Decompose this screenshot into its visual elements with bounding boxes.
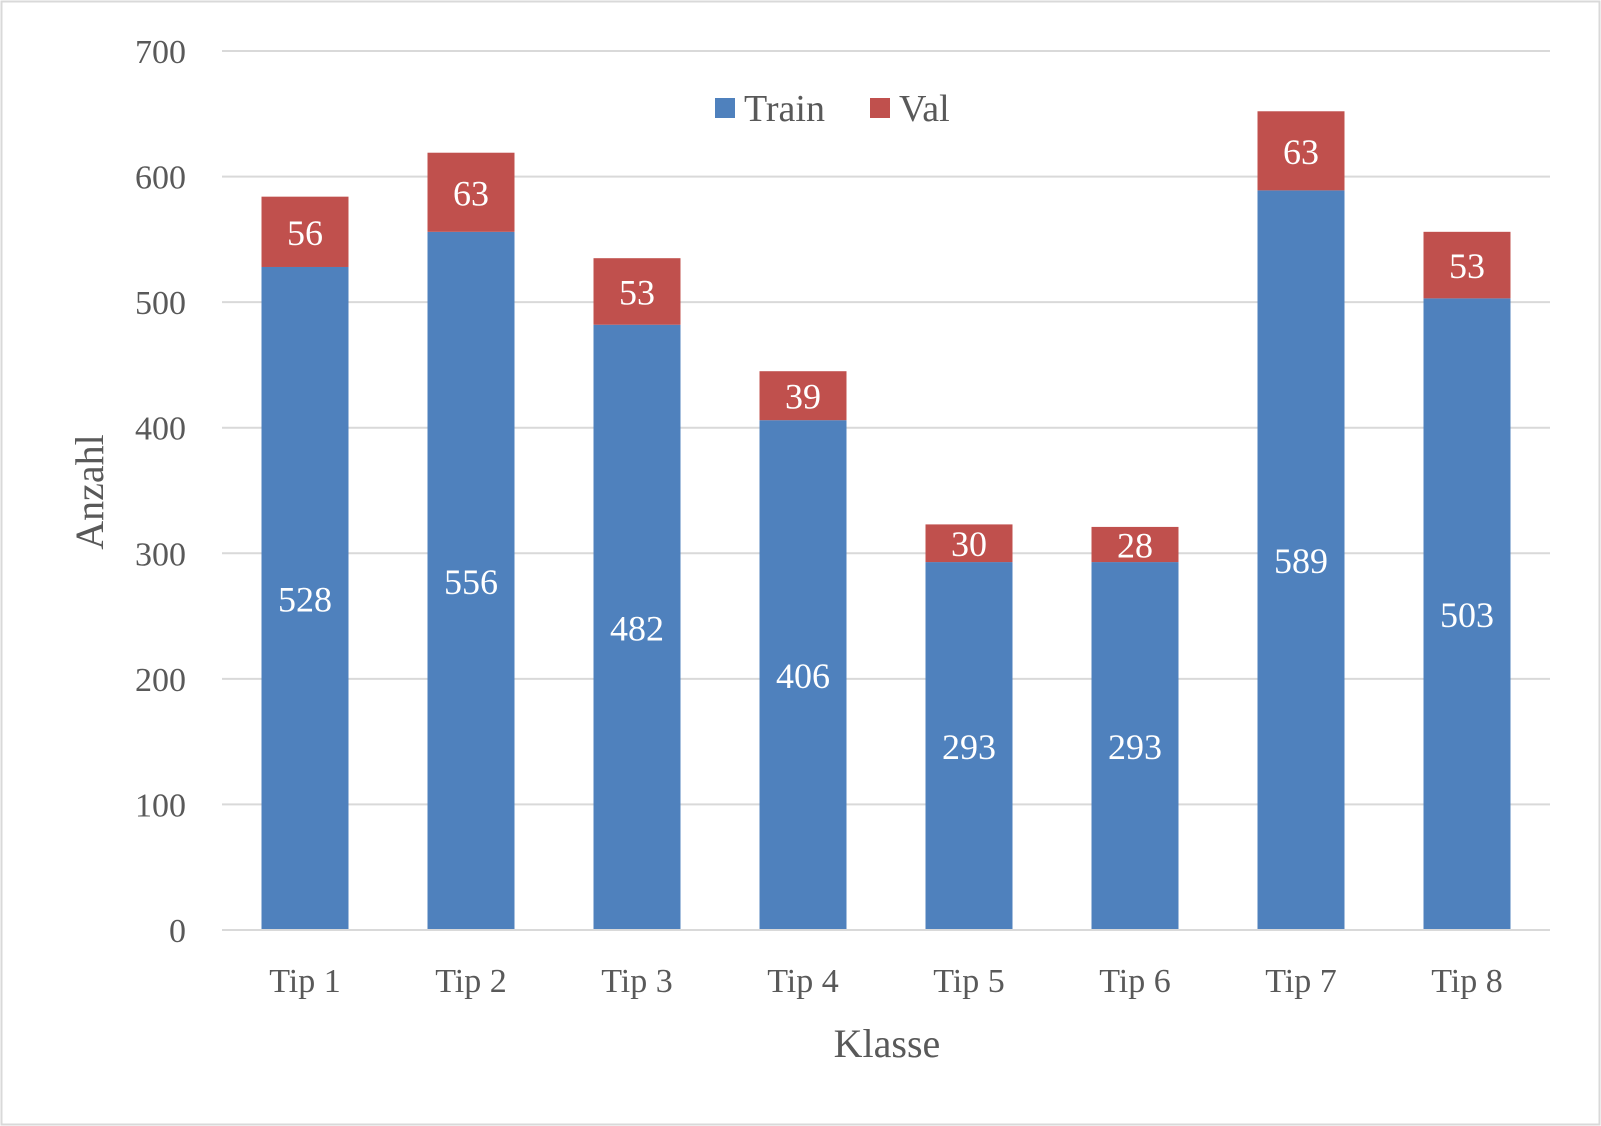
data-label-val: 56 bbox=[287, 213, 323, 253]
data-label-val: 39 bbox=[785, 377, 821, 417]
x-tick-label: Tip 1 bbox=[269, 963, 341, 1000]
data-label-train: 589 bbox=[1274, 541, 1328, 581]
bar-val bbox=[427, 152, 515, 232]
bar-train bbox=[427, 231, 515, 930]
y-tick-label: 500 bbox=[135, 285, 186, 322]
y-tick-label: 100 bbox=[135, 787, 186, 824]
bars bbox=[261, 111, 1511, 931]
x-tick-label: Tip 2 bbox=[435, 963, 507, 1000]
bar-train bbox=[261, 266, 349, 930]
y-tick-label: 400 bbox=[135, 411, 186, 448]
data-label-train: 503 bbox=[1440, 595, 1494, 635]
data-label-val: 53 bbox=[1449, 246, 1485, 286]
legend-label-train: Train bbox=[744, 88, 825, 130]
data-label-val: 30 bbox=[951, 524, 987, 564]
x-tick-label: Tip 8 bbox=[1431, 963, 1503, 1000]
legend-swatch-val bbox=[870, 98, 890, 118]
data-label-val: 53 bbox=[619, 272, 655, 312]
bar-train bbox=[759, 420, 847, 930]
y-axis-ticks: 0 100 200 300 400 500 600 700 bbox=[135, 34, 186, 950]
bar-train bbox=[1423, 298, 1511, 930]
data-labels: 528 56 556 63 482 53 406 39 293 30 293 28 589 63 503 53 bbox=[278, 132, 1494, 767]
y-tick-label: 600 bbox=[135, 160, 186, 197]
bar-val bbox=[1257, 111, 1345, 191]
data-label-train: 556 bbox=[444, 562, 498, 602]
x-tick-label: Tip 3 bbox=[601, 963, 673, 1000]
bar-val bbox=[1091, 526, 1179, 563]
legend-label-val: Val bbox=[899, 88, 950, 130]
bar-val bbox=[759, 371, 847, 421]
y-tick-label: 200 bbox=[135, 662, 186, 699]
x-axis-title: Klasse bbox=[834, 1021, 941, 1066]
bar-train bbox=[1257, 190, 1345, 931]
data-label-train: 528 bbox=[278, 579, 332, 619]
bar-train bbox=[593, 324, 681, 930]
bar-val bbox=[261, 196, 349, 267]
bar-val bbox=[1423, 231, 1511, 299]
data-label-train: 293 bbox=[1108, 727, 1162, 767]
x-tick-label: Tip 5 bbox=[933, 963, 1005, 1000]
x-tick-label: Tip 4 bbox=[767, 963, 839, 1000]
data-label-train: 293 bbox=[942, 727, 996, 767]
bar-val bbox=[593, 258, 681, 325]
data-label-train: 482 bbox=[610, 608, 664, 648]
data-label-val: 28 bbox=[1117, 525, 1153, 565]
y-tick-label: 0 bbox=[169, 913, 186, 950]
bar-train bbox=[925, 562, 1013, 930]
data-label-val: 63 bbox=[1283, 132, 1319, 172]
x-axis-ticks: Tip 1 Tip 2 Tip 3 Tip 4 Tip 5 Tip 6 Tip 7 Tip 8 bbox=[269, 963, 1503, 1000]
bar-train bbox=[1091, 562, 1179, 930]
x-tick-label: Tip 6 bbox=[1099, 963, 1171, 1000]
y-tick-label: 300 bbox=[135, 536, 186, 573]
data-label-train: 406 bbox=[776, 656, 830, 696]
y-tick-label: 700 bbox=[135, 34, 186, 71]
legend: Train Val bbox=[715, 88, 950, 130]
data-label-val: 63 bbox=[453, 173, 489, 213]
x-tick-label: Tip 7 bbox=[1265, 963, 1337, 1000]
legend-swatch-train bbox=[715, 98, 735, 118]
bar-val bbox=[925, 524, 1013, 563]
y-axis-title: Anzahl bbox=[67, 434, 112, 550]
